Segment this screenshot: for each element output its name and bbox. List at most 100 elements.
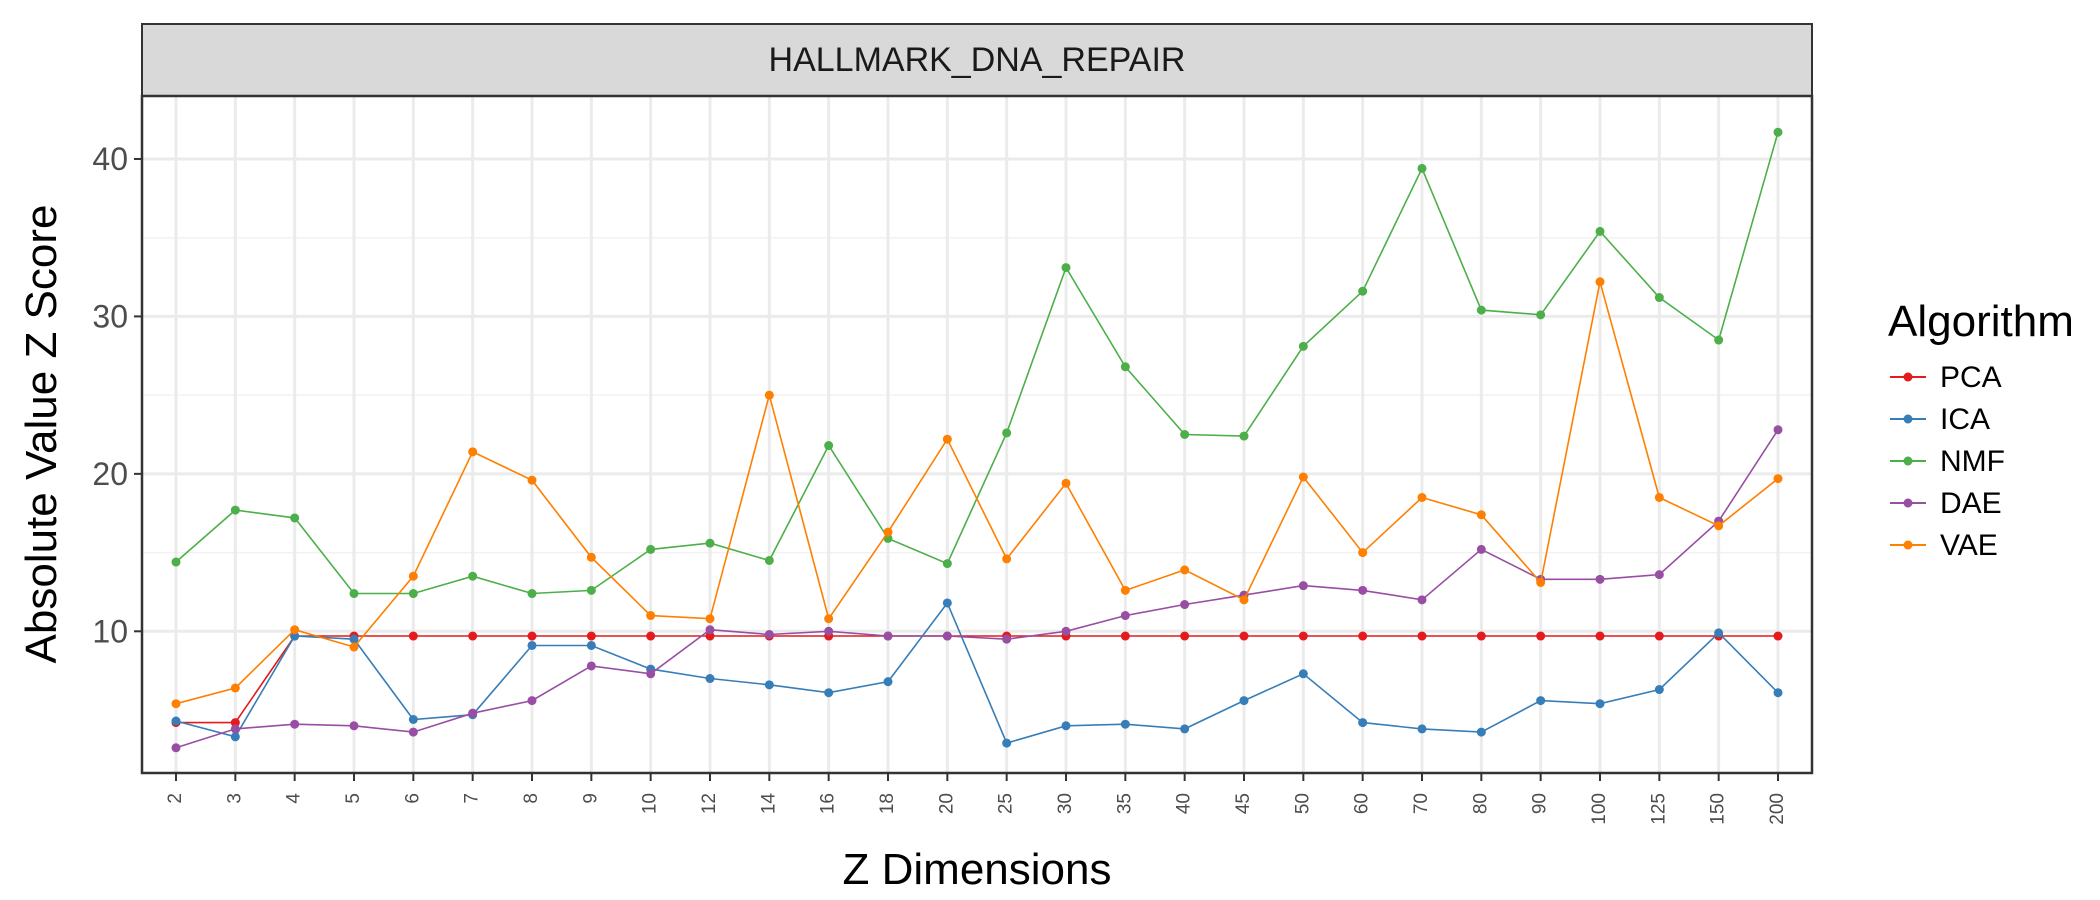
x-tick-label: 5 xyxy=(343,793,364,804)
y-tick-label: 10 xyxy=(92,613,128,649)
legend-label: NMF xyxy=(1940,445,2005,478)
data-point-ica xyxy=(1654,685,1664,695)
data-point-nmf xyxy=(1298,341,1308,351)
data-point-vae xyxy=(1595,277,1605,287)
data-point-vae xyxy=(586,552,596,562)
legend-item-pca[interactable]: PCA xyxy=(1890,361,2002,394)
x-tick-label: 3 xyxy=(224,793,245,804)
legend-title: Algorithm xyxy=(1888,297,2074,346)
data-point-vae xyxy=(468,447,478,457)
x-tick-label: 9 xyxy=(580,793,601,804)
y-axis: 10 20 30 40 xyxy=(92,141,142,649)
legend-item-vae[interactable]: VAE xyxy=(1890,529,1998,562)
data-point-pca xyxy=(1536,631,1546,641)
data-point-dae xyxy=(1298,581,1308,591)
data-point-nmf xyxy=(1536,310,1546,320)
data-point-ica xyxy=(1536,696,1546,706)
x-tick-label: 25 xyxy=(996,793,1017,814)
data-point-nmf xyxy=(586,585,596,595)
data-point-vae xyxy=(171,699,181,709)
legend-label: ICA xyxy=(1940,403,1990,436)
panel-background xyxy=(142,96,1812,773)
data-point-pca xyxy=(408,631,418,641)
data-point-ica xyxy=(764,680,774,690)
x-tick-label: 150 xyxy=(1708,793,1729,825)
data-point-nmf xyxy=(408,589,418,599)
data-point-pca xyxy=(1239,631,1249,641)
data-point-vae xyxy=(942,434,952,444)
data-point-pca xyxy=(1120,631,1130,641)
data-point-ica xyxy=(1714,628,1724,638)
legend-item-dae[interactable]: DAE xyxy=(1890,487,2002,520)
data-point-pca xyxy=(1595,631,1605,641)
x-tick-label: 30 xyxy=(1055,793,1076,814)
facet-strip xyxy=(141,23,1813,97)
data-point-ica xyxy=(290,631,300,641)
data-point-vae xyxy=(824,614,834,624)
data-point-ica xyxy=(1061,721,1071,731)
x-tick-label: 6 xyxy=(402,793,423,804)
data-point-nmf xyxy=(1358,286,1368,296)
data-point-vae xyxy=(883,527,893,537)
data-point-vae xyxy=(290,625,300,635)
legend-key-point xyxy=(1903,498,1913,508)
data-point-vae xyxy=(408,571,418,581)
legend-item-ica[interactable]: ICA xyxy=(1890,403,1990,436)
grid xyxy=(142,96,1812,773)
data-point-pca xyxy=(646,631,656,641)
data-point-vae xyxy=(1417,492,1427,502)
data-point-ica xyxy=(1417,724,1427,734)
data-point-dae xyxy=(1595,574,1605,584)
legend-item-nmf[interactable]: NMF xyxy=(1890,445,2005,478)
data-point-ica xyxy=(171,716,181,726)
y-tick-label: 20 xyxy=(92,456,128,492)
x-tick-label: 50 xyxy=(1292,793,1313,814)
series-line-pca xyxy=(176,635,1778,724)
x-axis: 2 3 4 5 6 7 8 9 10 12 14 16 18 20 25 30 35 40 45 50 60 70 80 90… xyxy=(165,773,1788,825)
data-point-nmf xyxy=(290,513,300,523)
data-point-dae xyxy=(883,631,893,641)
data-point-dae xyxy=(764,629,774,639)
data-point-ica xyxy=(1239,696,1249,706)
x-tick-label: 7 xyxy=(462,793,483,804)
data-point-nmf xyxy=(468,571,478,581)
panel-border xyxy=(140,94,1814,775)
data-point-ica xyxy=(883,677,893,687)
data-point-vae xyxy=(1298,472,1308,482)
data-point-nmf xyxy=(1595,226,1605,236)
x-tick-label: 100 xyxy=(1589,793,1610,825)
data-point-ica xyxy=(349,634,359,644)
series-line-vae xyxy=(175,281,1779,705)
data-point-nmf xyxy=(1120,362,1130,372)
data-point-ica xyxy=(230,732,240,742)
data-point-ica xyxy=(1298,669,1308,679)
data-point-nmf xyxy=(1002,428,1012,438)
data-point-vae xyxy=(1239,595,1249,605)
x-tick-label: 20 xyxy=(936,793,957,814)
data-point-ica xyxy=(1002,738,1012,748)
data-point-ica xyxy=(942,598,952,608)
data-point-vae xyxy=(1536,577,1546,587)
x-tick-label: 2 xyxy=(165,793,186,804)
y-tick-label: 30 xyxy=(92,298,128,334)
series-line-dae xyxy=(175,429,1779,749)
data-point-nmf xyxy=(942,559,952,569)
data-point-vae xyxy=(1773,474,1783,484)
data-point-dae xyxy=(1654,570,1664,580)
data-point-pca xyxy=(1298,631,1308,641)
data-point-ica xyxy=(1773,688,1783,698)
data-point-ica xyxy=(1476,727,1486,737)
data-point-vae xyxy=(1002,554,1012,564)
legend[interactable]: PCA ICA NMF DAE VAE xyxy=(1890,361,2005,562)
data-point-pca xyxy=(468,631,478,641)
data-point-dae xyxy=(527,696,537,706)
data-point-dae xyxy=(942,631,952,641)
data-point-dae xyxy=(468,708,478,718)
data-point-dae xyxy=(408,727,418,737)
data-point-vae xyxy=(527,475,537,485)
data-point-dae xyxy=(1476,544,1486,554)
data-point-ica xyxy=(1120,719,1130,729)
data-point-dae xyxy=(290,719,300,729)
legend-key-point xyxy=(1903,540,1913,550)
